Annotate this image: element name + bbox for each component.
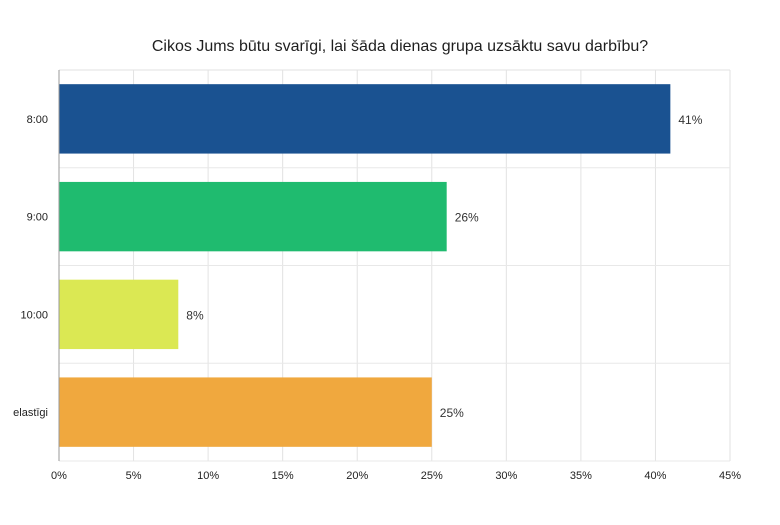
bar bbox=[59, 279, 179, 350]
data-label: 8% bbox=[186, 308, 204, 322]
x-tick-label: 20% bbox=[346, 470, 368, 482]
x-axis-labels: 0% 5% 10% 15% 20% 25% 30% 35% 40% 45% bbox=[51, 470, 741, 482]
y-tick-label: 9:00 bbox=[27, 212, 48, 224]
x-tick-label: 10% bbox=[197, 470, 219, 482]
bar bbox=[59, 84, 671, 154]
x-tick-label: 5% bbox=[126, 470, 142, 482]
x-tick-label: 15% bbox=[272, 470, 294, 482]
x-tick-label: 35% bbox=[570, 470, 592, 482]
bars bbox=[59, 84, 671, 447]
bar bbox=[59, 181, 447, 252]
y-tick-label: elastīgi bbox=[13, 407, 48, 419]
chart-title: Cikos Jums būtu svarīgi, lai šāda dienas… bbox=[152, 38, 648, 55]
y-tick-label: 8:00 bbox=[27, 114, 48, 126]
x-tick-label: 40% bbox=[644, 470, 666, 482]
x-tick-label: 25% bbox=[421, 470, 443, 482]
bar bbox=[59, 377, 432, 447]
data-label: 26% bbox=[455, 211, 479, 225]
x-tick-label: 30% bbox=[495, 470, 517, 482]
x-tick-label: 45% bbox=[719, 470, 741, 482]
data-labels: 41% 26% 8% 25% bbox=[186, 113, 702, 420]
y-axis-labels: 8:00 9:00 10:00 elastīgi bbox=[13, 114, 48, 419]
data-label: 25% bbox=[440, 406, 464, 420]
y-tick-label: 10:00 bbox=[20, 309, 48, 321]
data-label: 41% bbox=[678, 113, 702, 127]
x-tick-label: 0% bbox=[51, 470, 67, 482]
